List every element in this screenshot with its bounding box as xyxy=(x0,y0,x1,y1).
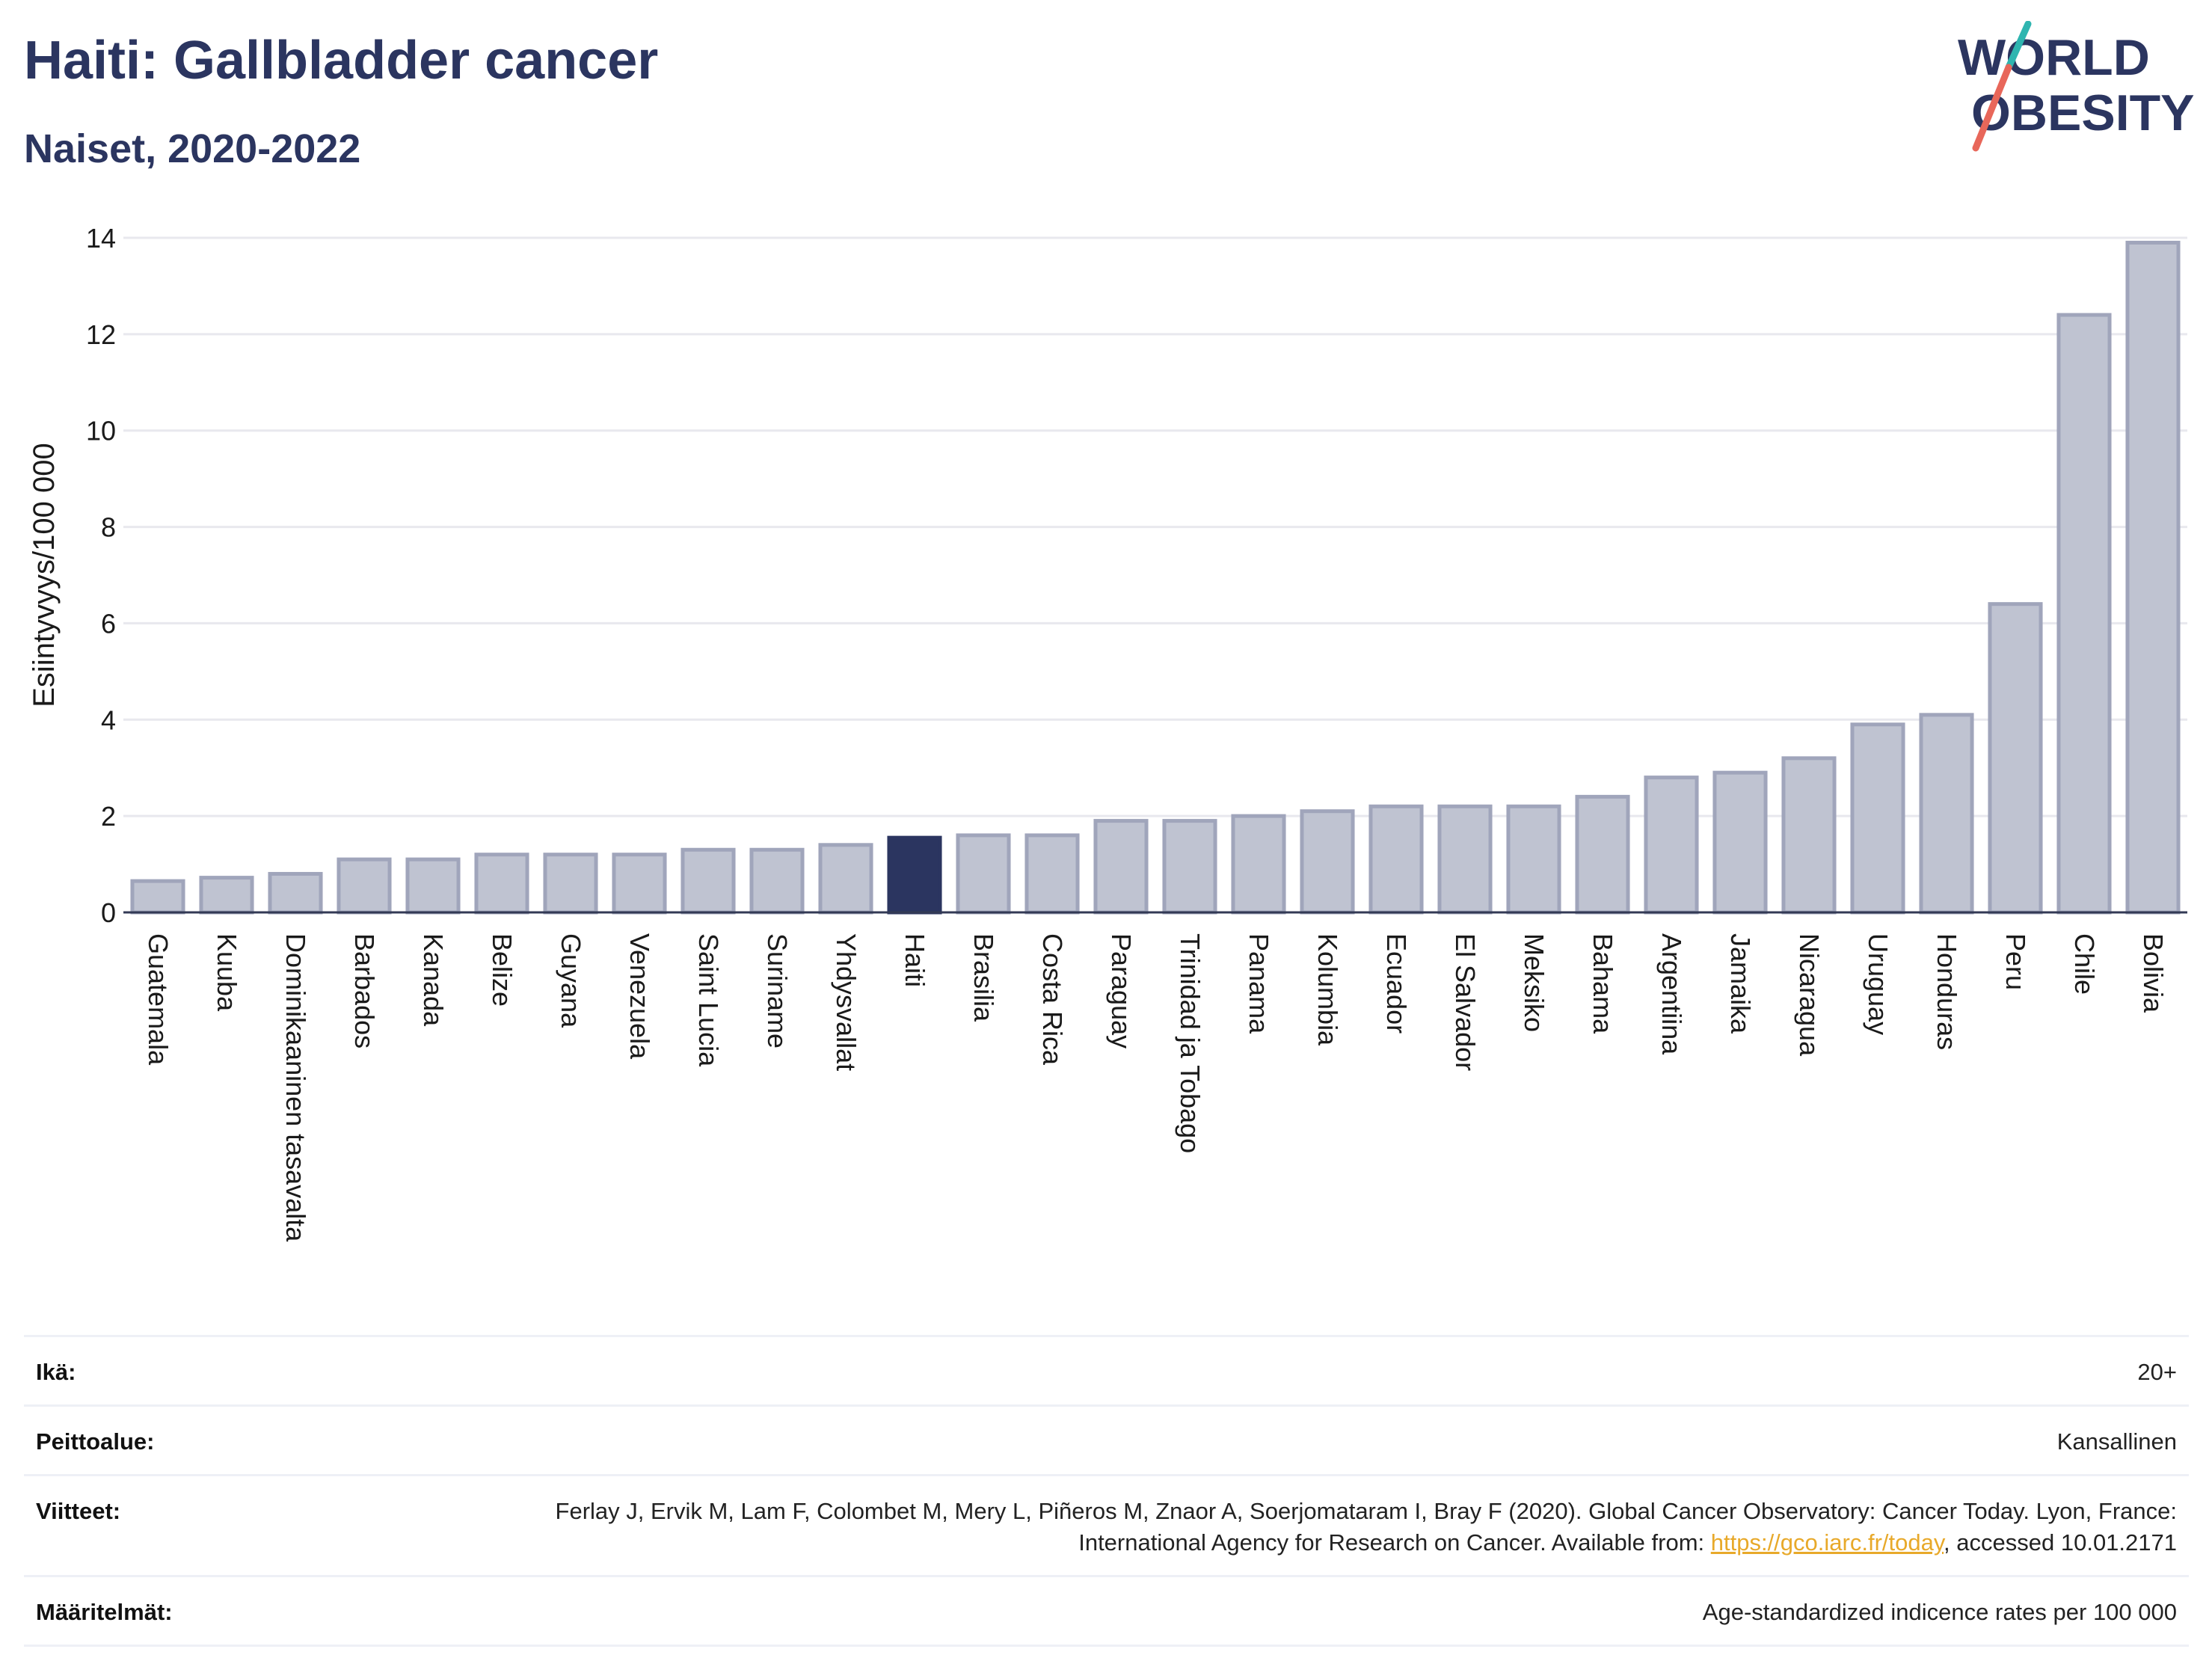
y-tick-label: 8 xyxy=(101,512,116,543)
y-tick-label: 6 xyxy=(101,608,116,639)
x-tick-label: Panama xyxy=(1244,933,1274,1034)
y-axis-title: Esiintyvyys/100 000 xyxy=(28,443,61,707)
references-link[interactable]: https://gco.iarc.fr/today xyxy=(1710,1529,1944,1556)
references-accessed: , accessed 10.01.2171 xyxy=(1944,1529,2177,1556)
bar xyxy=(1988,602,2043,915)
coverage-value: Kansallinen xyxy=(2056,1428,2177,1455)
coverage-row: Peittoalue: Kansallinen xyxy=(24,1404,2189,1474)
bar xyxy=(818,843,873,915)
x-tick-label: Paraguay xyxy=(1106,933,1137,1048)
x-tick-label: Ecuador xyxy=(1381,933,1412,1034)
bar xyxy=(1781,756,1837,915)
bar xyxy=(1300,809,1355,915)
x-tick-label: Bahama xyxy=(1588,933,1618,1034)
x-tick-label: El Salvador xyxy=(1450,933,1481,1071)
logo-slash-red xyxy=(1972,64,2012,152)
x-tick-label: Venezuela xyxy=(624,933,655,1060)
bar xyxy=(2056,313,2112,915)
bar xyxy=(337,857,392,915)
references-label: Viitteet: xyxy=(36,1498,121,1524)
definitions-value: Age-standardized indicence rates per 100… xyxy=(1702,1599,2177,1625)
x-tick-label: Honduras xyxy=(1932,933,1962,1050)
logo-slash-teal xyxy=(2005,21,2032,71)
references-row: Viitteet: Ferlay J, Ervik M, Lam F, Colo… xyxy=(24,1474,2189,1575)
x-tick-label: Kuuba xyxy=(212,933,242,1012)
bar xyxy=(268,871,323,915)
bar xyxy=(130,879,185,915)
x-tick-label: Barbados xyxy=(349,933,380,1048)
logo-line2: OBESITY xyxy=(1971,85,2195,141)
x-tick-label: Haiti xyxy=(900,933,930,987)
bar xyxy=(1093,819,1149,915)
chart-title: Haiti: Gallbladder cancer xyxy=(24,31,659,90)
bar-chart: 0 2 4 6 8 10 12 14 Esiintyvyys/100 000 Guatemala K… xyxy=(28,223,2187,1242)
axes: 0 2 4 6 8 10 12 14 Esiintyvyys/100 000 Guatemala K… xyxy=(28,223,2187,1242)
bar xyxy=(1368,804,1424,915)
references-value: Ferlay J, Ervik M, Lam F, Colombet M, Me… xyxy=(457,1496,2177,1559)
y-tick-label: 12 xyxy=(86,319,116,350)
age-row: Ikä: 20+ xyxy=(24,1335,2189,1404)
bar xyxy=(199,876,254,915)
chart-subtitle: Naiset, 2020-2022 xyxy=(24,126,361,171)
bar xyxy=(543,853,598,915)
definitions-row: Määritelmät: Age-standardized indicence … xyxy=(24,1575,2189,1647)
bar xyxy=(1162,819,1217,915)
bar xyxy=(1712,770,1768,915)
x-tick-label: Kolumbia xyxy=(1312,933,1343,1046)
bar-highlight xyxy=(887,835,942,915)
x-tick-label: Nicaragua xyxy=(1794,933,1825,1057)
x-tick-label: Chile xyxy=(2069,933,2100,995)
world-obesity-logo: WORLD OBESITY xyxy=(1958,21,2195,152)
y-tick-label: 10 xyxy=(86,416,116,446)
x-tick-label: Guatemala xyxy=(143,933,173,1066)
coverage-label: Peittoalue: xyxy=(36,1428,155,1455)
bar xyxy=(1506,804,1561,915)
y-tick-label: 4 xyxy=(101,704,116,735)
bar xyxy=(2125,240,2181,915)
x-tick-label: Guyana xyxy=(556,933,586,1028)
y-tick-label: 0 xyxy=(101,897,116,928)
x-tick-label: Saint Lucia xyxy=(693,933,724,1067)
bar xyxy=(681,847,736,915)
bar xyxy=(1024,833,1080,915)
x-tick-label: Costa Rica xyxy=(1037,933,1068,1066)
x-tick-label: Uruguay xyxy=(1863,933,1893,1035)
bar xyxy=(1644,776,1699,915)
bar xyxy=(474,853,529,915)
bar xyxy=(749,847,805,915)
bar xyxy=(956,833,1011,915)
y-tick-label: 14 xyxy=(86,223,116,254)
gridlines xyxy=(123,236,2187,817)
bars xyxy=(130,240,2181,915)
bar xyxy=(1231,814,1286,915)
x-tick-label: Kanada xyxy=(418,933,449,1027)
bar xyxy=(1850,722,1905,915)
x-tick-label: Meksiko xyxy=(1519,933,1549,1032)
x-tick-label: Bolivia xyxy=(2138,933,2169,1013)
bar xyxy=(405,857,461,915)
x-tick-label: Trinidad ja Tobago xyxy=(1175,933,1205,1153)
bar xyxy=(1919,713,1974,915)
x-tick-label: Brasilia xyxy=(968,933,999,1022)
age-value: 20+ xyxy=(2137,1359,2177,1385)
bar xyxy=(612,853,667,915)
age-label: Ikä: xyxy=(36,1359,76,1385)
bar xyxy=(1437,804,1493,915)
x-tick-label: Jamaika xyxy=(1725,933,1756,1034)
x-tick-label: Suriname xyxy=(762,933,793,1048)
x-tick-label: Peru xyxy=(2000,933,2031,990)
x-tick-label: Yhdysvallat xyxy=(831,933,861,1071)
x-tick-label: Argentiina xyxy=(1656,933,1687,1055)
x-tick-label: Dominikaaninen tasavalta xyxy=(280,933,311,1242)
references-text: Ferlay J, Ervik M, Lam F, Colombet M, Me… xyxy=(555,1498,2177,1556)
bar xyxy=(1575,794,1630,915)
logo-line1: WORLD xyxy=(1958,29,2150,86)
metadata-table: Ikä: 20+ Peittoalue: Kansallinen Viittee… xyxy=(24,1335,2189,1647)
x-tick-label: Belize xyxy=(487,933,517,1007)
definitions-label: Määritelmät: xyxy=(36,1599,173,1625)
y-tick-label: 2 xyxy=(101,801,116,832)
